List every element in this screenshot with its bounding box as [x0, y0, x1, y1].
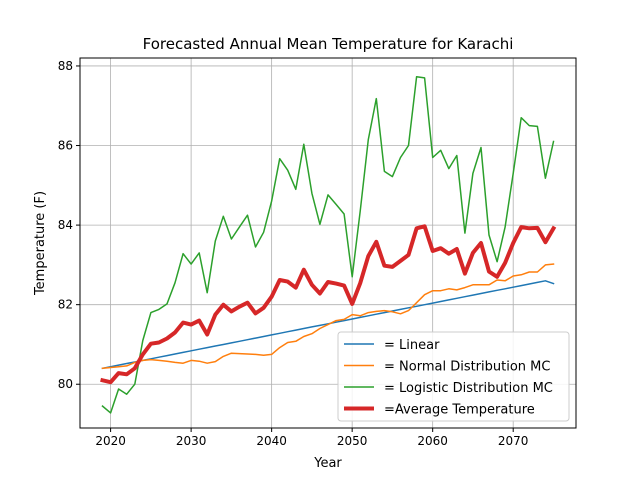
series-line-3: [101, 75, 555, 414]
x-tick-label: 2060: [417, 434, 448, 448]
legend-label-3: = Logistic Distribution MC: [384, 381, 553, 396]
x-tick-label: 2030: [176, 434, 207, 448]
x-tick-label: 2020: [95, 434, 126, 448]
y-tick-label: 86: [58, 139, 73, 153]
x-axis-label: Year: [313, 456, 342, 471]
chart-title: Forecasted Annual Mean Temperature for K…: [143, 35, 514, 53]
y-tick-label: 84: [58, 218, 73, 232]
series-line-4: [100, 224, 557, 385]
plot-area: [79, 57, 577, 429]
y-tick-label: 80: [58, 377, 73, 391]
legend-label-4: =Average Temperature: [384, 403, 535, 418]
y-axis-label: Temperature (F): [33, 191, 48, 296]
y-tick-label: 88: [58, 59, 73, 73]
y-tick-label: 82: [58, 298, 73, 312]
x-tick-label: 2070: [498, 434, 529, 448]
x-tick-label: 2040: [256, 434, 287, 448]
legend-label-2: = Normal Distribution MC: [384, 360, 550, 375]
series-line-2: [101, 263, 555, 370]
x-tick-label: 2050: [337, 434, 368, 448]
legend-label-1: = Linear: [384, 338, 440, 353]
legend: = Linear = Normal Distribution MC = Logist…: [337, 331, 570, 422]
